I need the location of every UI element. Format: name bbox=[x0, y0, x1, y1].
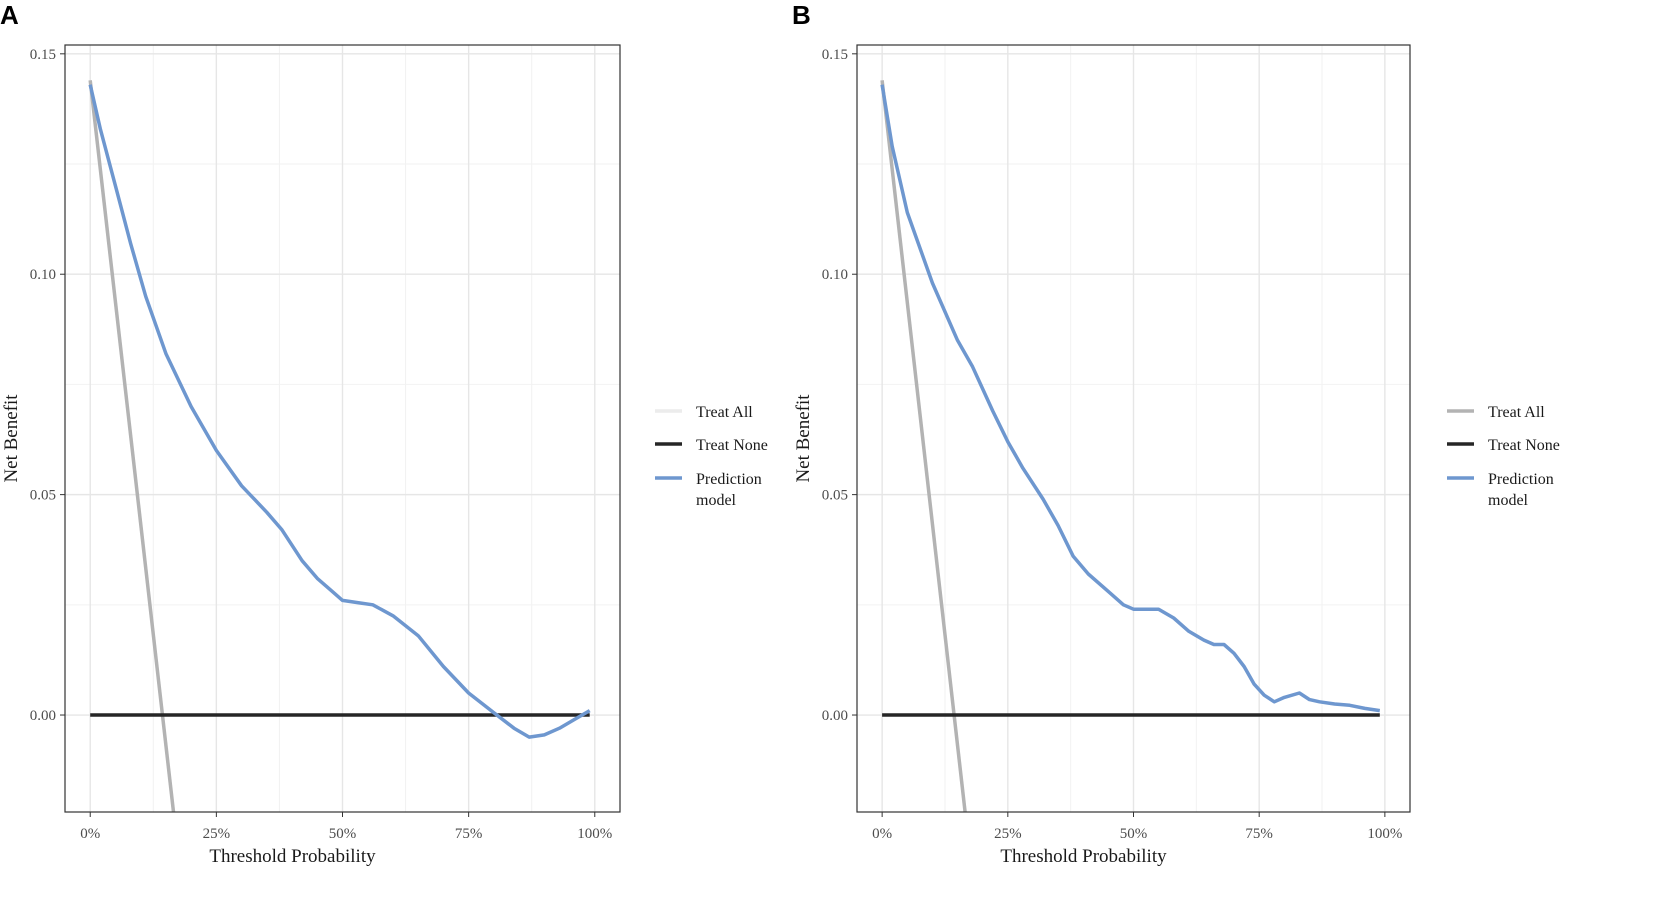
x-axis-title: Threshold Probability bbox=[1000, 846, 1167, 867]
chart-a: 0% 25% 50% 75% 100% 0.00 0.05 0.10 0.15 Threshold… bbox=[1, 44, 768, 867]
y-axis-title: Net Benefit bbox=[793, 394, 814, 483]
x-tick-label: 100% bbox=[577, 826, 612, 842]
y-axis-title: Net Benefit bbox=[1, 394, 22, 483]
y-tick-label: 0.05 bbox=[30, 488, 56, 504]
legend: Treat All Treat None Prediction model bbox=[655, 404, 768, 509]
panel-label-b: B bbox=[792, 0, 811, 30]
series-line-prediction-model bbox=[88, 84, 591, 739]
x-tick-label: 0% bbox=[80, 826, 100, 842]
gridlines bbox=[857, 45, 1410, 812]
legend-label-treat-none: Treat None bbox=[1488, 437, 1560, 454]
y-tick-label: 0.10 bbox=[822, 267, 848, 283]
x-tick-label: 75% bbox=[1245, 826, 1273, 842]
legend-label-treat-all: Treat All bbox=[1488, 404, 1545, 421]
y-tick-label: 0.15 bbox=[30, 47, 56, 63]
x-tick-label: 100% bbox=[1367, 826, 1402, 842]
series-line-treat-all bbox=[88, 80, 176, 812]
series-group bbox=[88, 80, 591, 812]
x-tick-label: 50% bbox=[1120, 826, 1148, 842]
series-line-prediction-model bbox=[880, 84, 1381, 713]
series-line-treat-all bbox=[880, 80, 967, 812]
x-tick-label: 25% bbox=[994, 826, 1022, 842]
panel-b: B 0% 25% 50% 75% 100% 0.00 0.05 0.10 0.15 Thresho… bbox=[792, 0, 1619, 913]
x-tick-label: 25% bbox=[203, 826, 231, 842]
legend-label-prediction-model: Prediction bbox=[696, 471, 762, 488]
x-tick-label: 0% bbox=[872, 826, 892, 842]
axis-ticks: 0% 25% 50% 75% 100% 0.00 0.05 0.10 0.15 bbox=[822, 47, 1403, 842]
y-tick-label: 0.05 bbox=[822, 488, 848, 504]
legend-label-prediction-model: model bbox=[696, 492, 737, 509]
legend: Treat All Treat None Prediction model bbox=[1447, 404, 1560, 509]
y-tick-label: 0.00 bbox=[30, 708, 56, 724]
y-tick-label: 0.15 bbox=[822, 47, 848, 63]
panel-a: A 0% 25% 50% 75% 100% 0.00 0.05 0.10 0.15 Thresho… bbox=[0, 0, 827, 913]
axis-ticks: 0% 25% 50% 75% 100% 0.00 0.05 0.10 0.15 bbox=[30, 47, 613, 842]
y-tick-label: 0.10 bbox=[30, 267, 56, 283]
legend-label-prediction-model: Prediction bbox=[1488, 471, 1554, 488]
panel-label-a: A bbox=[0, 0, 19, 30]
y-tick-label: 0.00 bbox=[822, 708, 848, 724]
x-tick-label: 75% bbox=[455, 826, 483, 842]
series-group bbox=[880, 80, 1381, 812]
x-tick-label: 50% bbox=[329, 826, 357, 842]
legend-label-prediction-model: model bbox=[1488, 492, 1529, 509]
legend-label-treat-none: Treat None bbox=[696, 437, 768, 454]
legend-label-treat-all: Treat All bbox=[696, 404, 753, 421]
x-axis-title: Threshold Probability bbox=[209, 846, 376, 867]
chart-b: 0% 25% 50% 75% 100% 0.00 0.05 0.10 0.15 Threshold… bbox=[793, 44, 1560, 867]
gridlines bbox=[65, 45, 620, 812]
